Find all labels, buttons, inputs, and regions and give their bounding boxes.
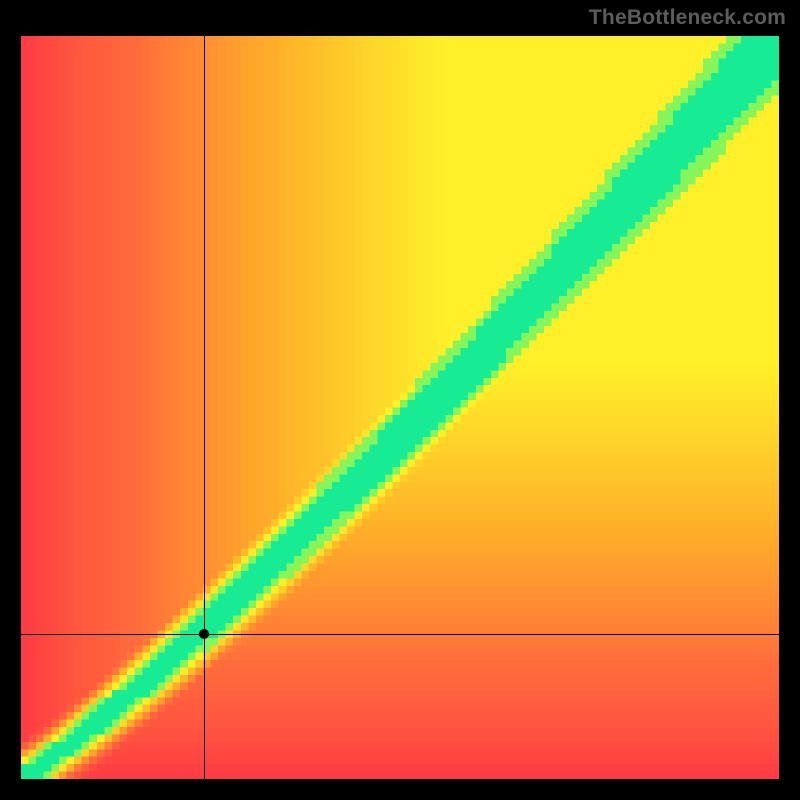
crosshair-vertical-line xyxy=(204,36,205,779)
heatmap-canvas xyxy=(21,36,779,779)
watermark-text: TheBottleneck.com xyxy=(589,6,786,30)
crosshair-horizontal-line xyxy=(21,634,779,635)
chart-container: TheBottleneck.com xyxy=(0,0,800,800)
heatmap-plot-area xyxy=(21,36,779,779)
